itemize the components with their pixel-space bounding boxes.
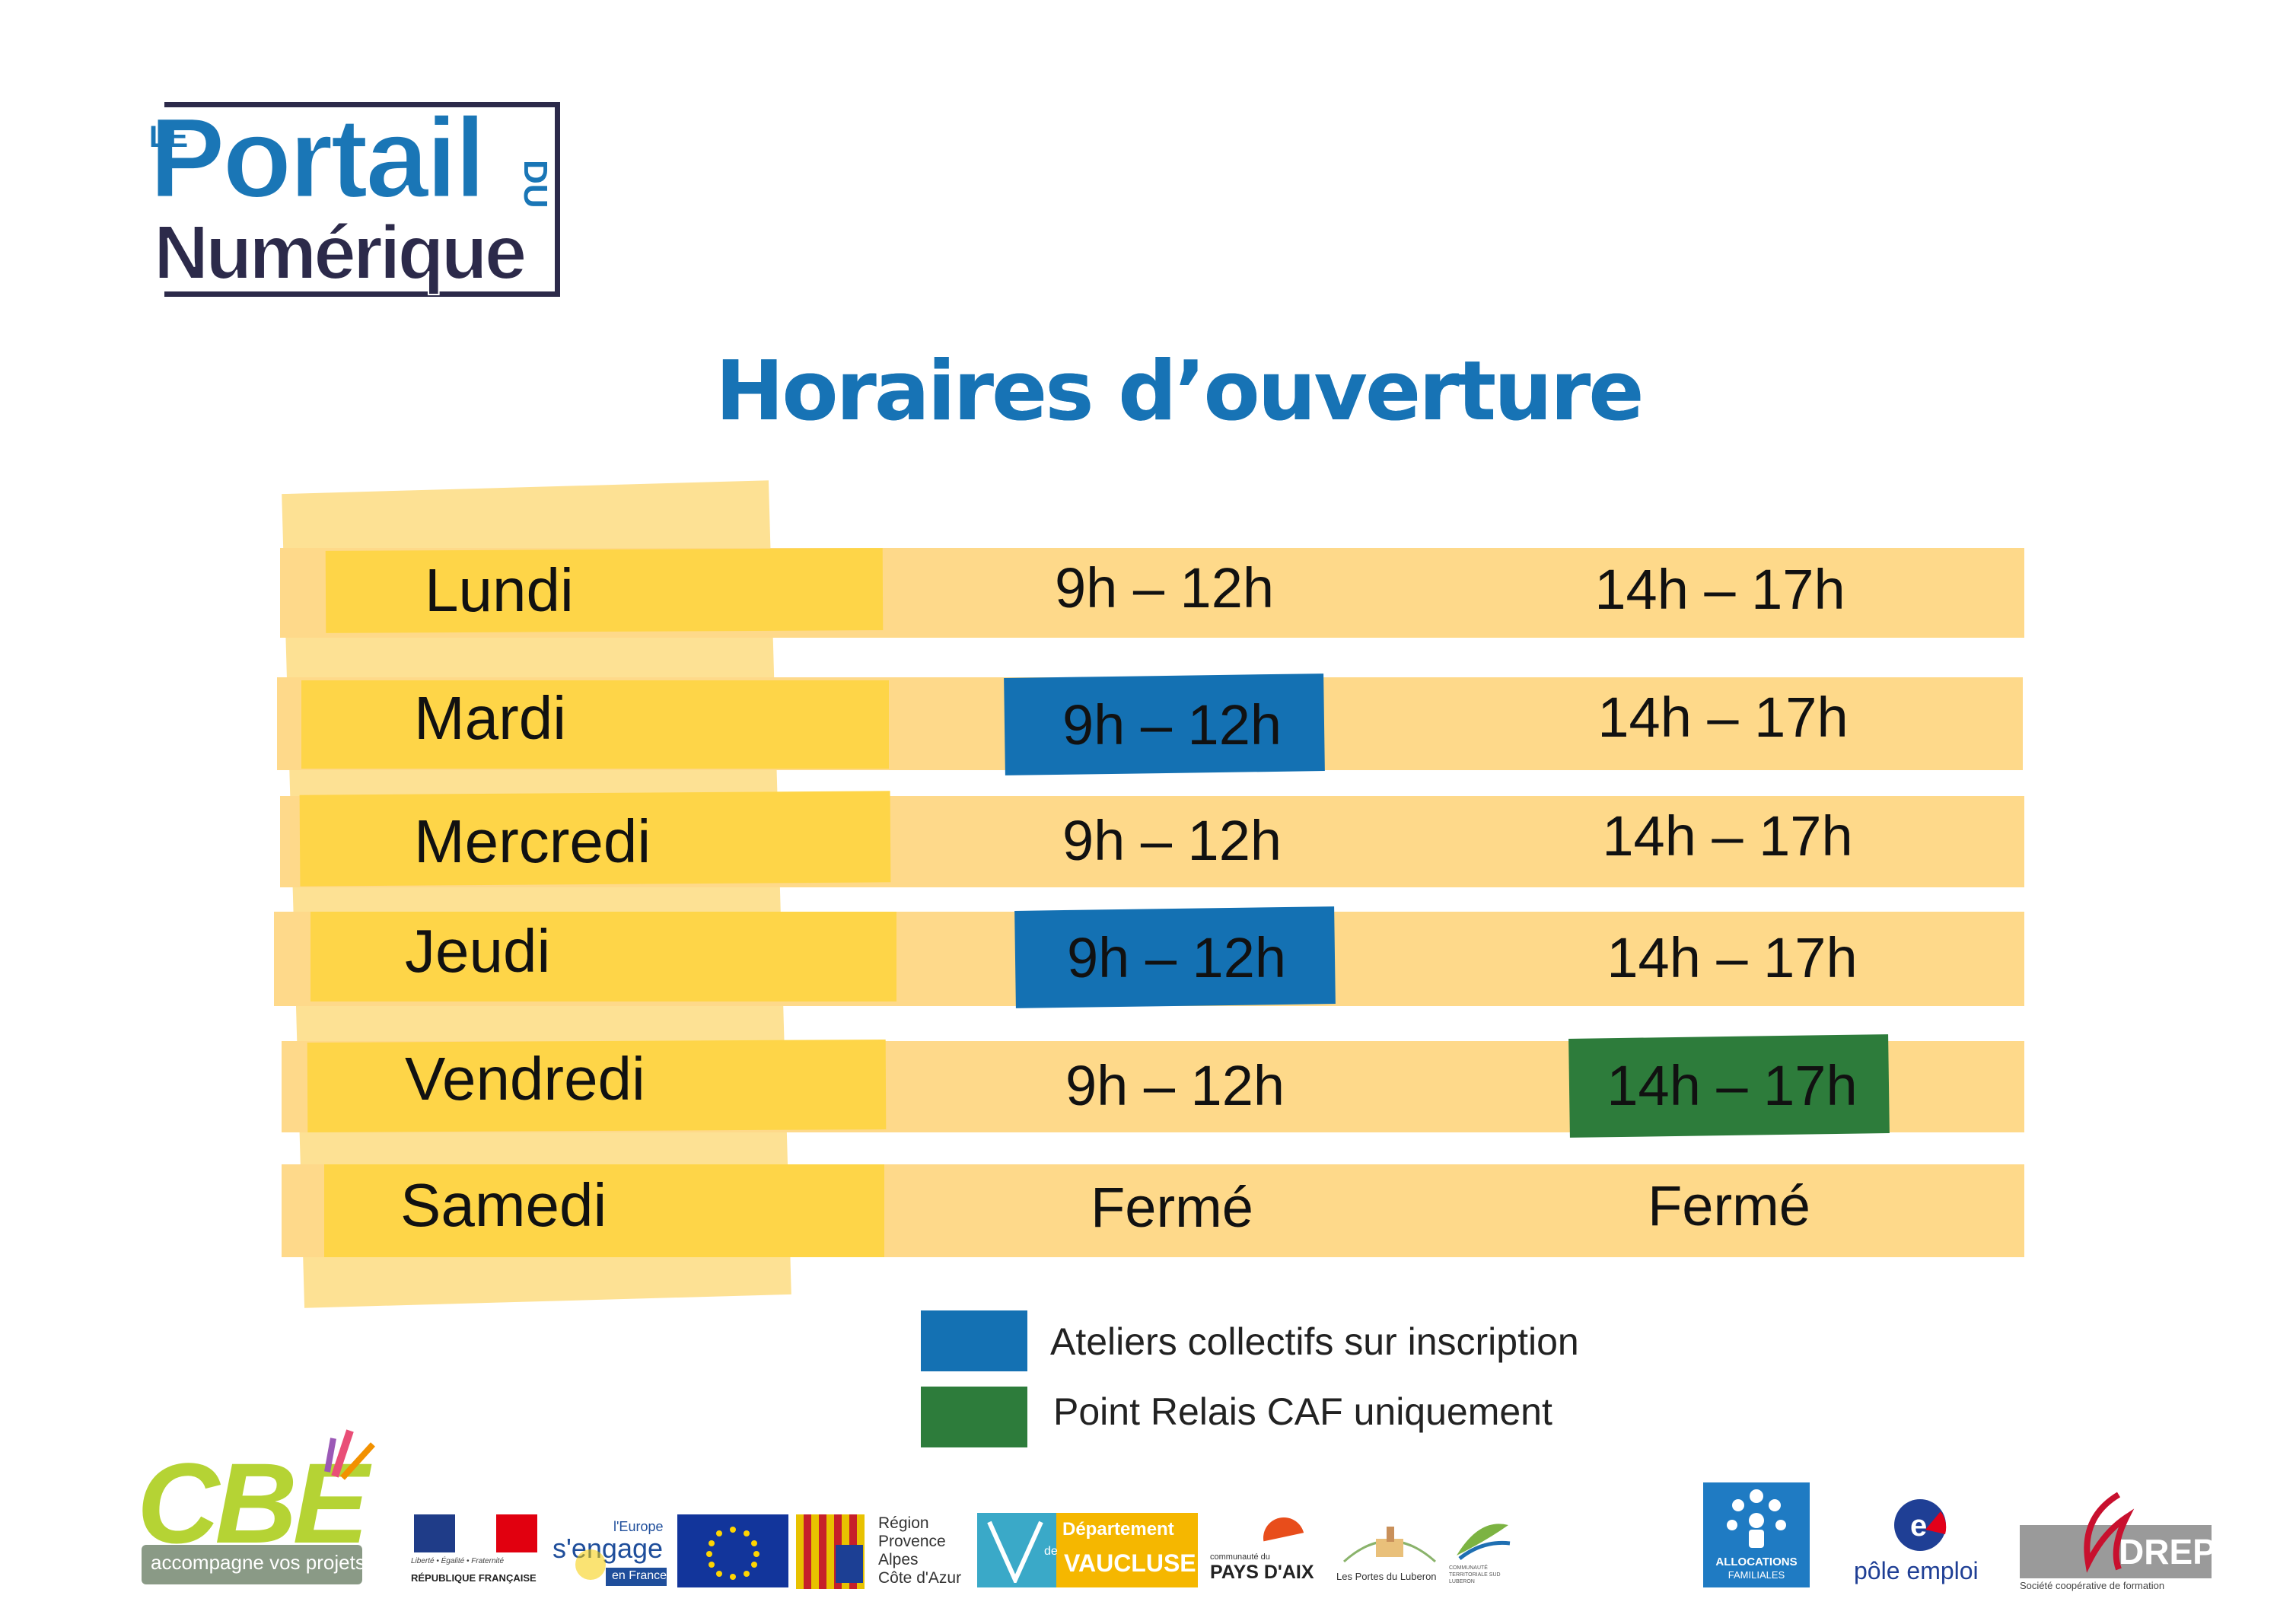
adrep-a-icon <box>2084 1492 2135 1573</box>
page-title: Horaires d’ouverture <box>715 344 1644 439</box>
vaucluse-logo: Département de VAUCLUSE <box>977 1513 1198 1589</box>
region-line3: Alpes <box>878 1551 919 1568</box>
legend-label-caf: Point Relais CAF uniquement <box>1053 1390 1552 1433</box>
adrep-name: DREP <box>2119 1532 2216 1571</box>
day-label: Lundi <box>425 556 574 624</box>
republique-francaise-logo: Liberté • Égalité • Fraternité RÉPUBLIQU… <box>411 1514 540 1591</box>
afternoon-slot: 14h – 17h <box>1607 926 1858 989</box>
republique-name: RÉPUBLIQUE FRANÇAISE <box>411 1572 537 1584</box>
portes-luberon-village-icon <box>1342 1527 1437 1563</box>
logo-du: DU <box>517 160 554 209</box>
pole-emploi-e-icon: e <box>1894 1499 1947 1551</box>
vaucluse-line3: VAUCLUSE <box>1064 1549 1196 1577</box>
logo-numerique: Numérique <box>153 210 527 295</box>
region-text: Région Provence Alpes Côte d'Azur <box>878 1514 961 1587</box>
europe-line1: l'Europe <box>613 1519 664 1534</box>
day-label: Jeudi <box>405 917 551 985</box>
logo-portail: Portail <box>148 94 488 221</box>
morning-slot: 9h – 12h <box>1066 926 1287 989</box>
morning-slot: Fermé <box>1091 1176 1253 1239</box>
region-paca-logo: Région Provence Alpes Côte d'Azur <box>796 1514 976 1591</box>
morning-slot: 9h – 12h <box>1054 556 1275 619</box>
europe-line3: en France <box>612 1569 667 1582</box>
pays-aix-line2: PAYS D'AIX <box>1210 1562 1314 1583</box>
day-band <box>324 1164 884 1257</box>
legend-swatch-ateliers <box>921 1310 1027 1371</box>
day-label: Vendredi <box>405 1045 645 1113</box>
region-line2: Provence <box>878 1533 946 1550</box>
morning-slot: 9h – 12h <box>1062 693 1282 756</box>
cbe-logo: CBE accompagne vos projets <box>137 1423 396 1592</box>
day-band <box>325 548 884 633</box>
sud-luberon-leaf-icon <box>1457 1524 1511 1560</box>
logo-frame <box>164 102 560 297</box>
legend-label-ateliers: Ateliers collectifs sur inscription <box>1050 1320 1579 1363</box>
day-band <box>310 912 896 1001</box>
svg-text:e: e <box>1910 1509 1927 1543</box>
region-line4: Côte d'Azur <box>878 1569 962 1587</box>
pole-emploi-name: pôle emploi <box>1854 1557 1979 1584</box>
day-label: Mercredi <box>414 807 651 875</box>
day-band <box>301 680 889 769</box>
morning-slot: 9h – 12h <box>1065 1054 1285 1117</box>
sud-luberon-name: COMMUNAUTÉ TERRITORIALE SUD LUBERON <box>1449 1565 1501 1584</box>
cbe-burst-icon <box>324 1429 375 1480</box>
adrep-logo: DREP Société coopérative de formation <box>2020 1487 2216 1591</box>
caf-logo: ALLOCATIONS FAMILIALES <box>1703 1482 1810 1587</box>
vaucluse-line2: de <box>1044 1545 1058 1558</box>
afternoon-slot: 14h – 17h <box>1597 686 1849 749</box>
portes-luberon-name: Les Portes du Luberon <box>1336 1571 1437 1582</box>
logo-le: LE <box>149 120 189 154</box>
pole-emploi-logo: e pôle emploi <box>1854 1496 1991 1587</box>
caf-family-icon <box>1727 1489 1786 1548</box>
day-label: Mardi <box>414 684 567 752</box>
europe-sengage-logo: l'Europe s'engage en France <box>553 1519 667 1587</box>
europe-line2: s'engage <box>553 1533 664 1564</box>
vaucluse-v-icon <box>987 1521 1043 1583</box>
region-line1: Région <box>878 1514 929 1532</box>
afternoon-slot: 14h – 17h <box>1607 1054 1858 1117</box>
afternoon-slot: Fermé <box>1648 1174 1810 1237</box>
caf-line2: FAMILIALES <box>1728 1569 1785 1581</box>
portail-numerique-logo: Portail DU Numérique LE <box>148 94 575 304</box>
vaucluse-line1: Département <box>1062 1519 1174 1540</box>
afternoon-slot: 14h – 17h <box>1594 558 1845 621</box>
portes-luberon-logo: Les Portes du Luberon <box>1336 1513 1443 1589</box>
republique-motto: Liberté • Égalité • Fraternité <box>411 1557 505 1565</box>
pays-aix-logo: communauté du PAYS D'AIX <box>1210 1517 1329 1587</box>
caf-line1: ALLOCATIONS <box>1715 1556 1798 1568</box>
pays-aix-line1: communauté du <box>1210 1552 1270 1562</box>
legend-swatch-caf <box>921 1387 1027 1447</box>
adrep-tagline: Société coopérative de formation <box>2020 1580 2165 1591</box>
day-label: Samedi <box>400 1171 607 1239</box>
morning-slot: 9h – 12h <box>1062 809 1282 872</box>
sud-luberon-logo: COMMUNAUTÉ TERRITORIALE SUD LUBERON <box>1449 1517 1513 1587</box>
cbe-tagline: accompagne vos projets <box>151 1551 365 1574</box>
afternoon-slot: 14h – 17h <box>1602 804 1853 868</box>
eu-flag-icon <box>677 1514 788 1587</box>
